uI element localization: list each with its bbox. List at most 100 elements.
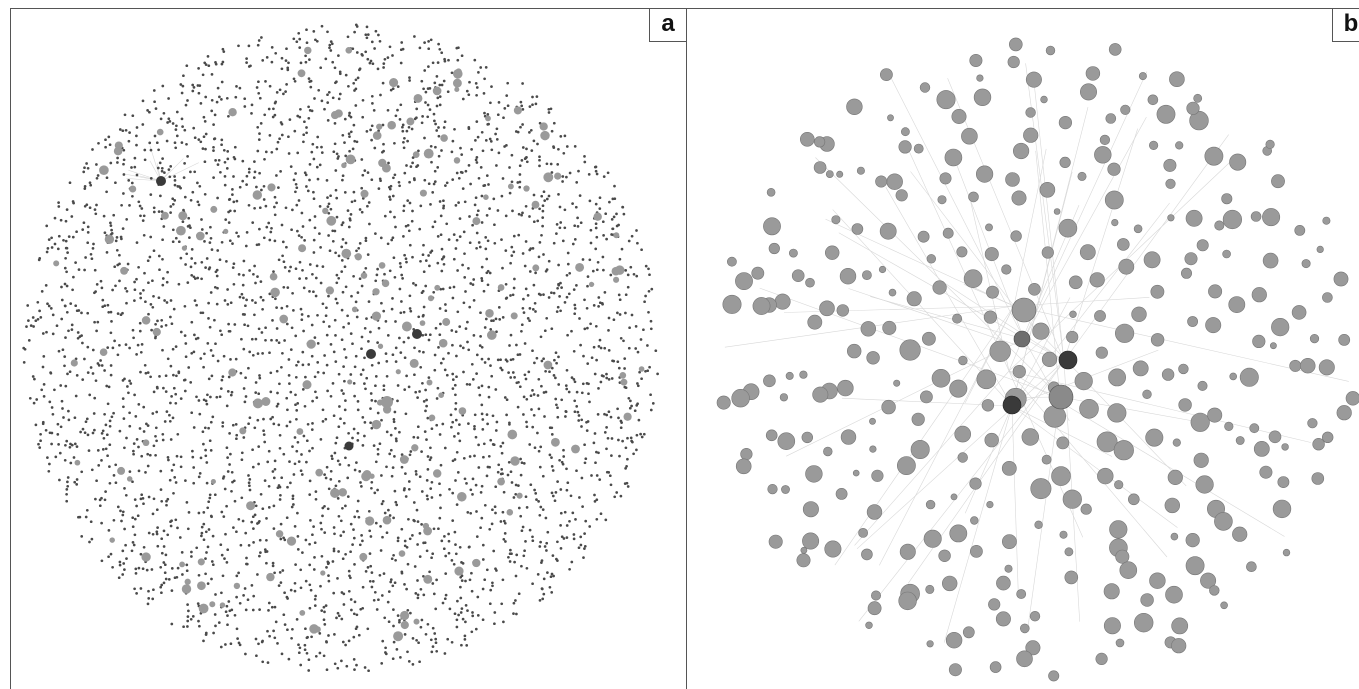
- graph-node: [555, 403, 558, 407]
- graph-node: [182, 74, 185, 78]
- graph-node: [200, 531, 204, 535]
- graph-node: [451, 139, 455, 143]
- graph-node: [570, 560, 574, 564]
- graph-node: [218, 395, 222, 399]
- graph-node: [354, 627, 358, 631]
- graph-node: [501, 441, 505, 445]
- graph-node: [768, 534, 783, 549]
- graph-node: [391, 87, 395, 91]
- graph-node: [520, 529, 524, 533]
- graph-node: [543, 199, 547, 202]
- graph-node: [304, 375, 307, 379]
- graph-node-hub: [1011, 297, 1037, 323]
- graph-node: [1200, 572, 1217, 589]
- graph-node: [1322, 216, 1331, 225]
- graph-node: [550, 426, 554, 430]
- graph-node: [486, 239, 490, 243]
- graph-node: [327, 574, 330, 577]
- graph-node: [402, 340, 406, 344]
- graph-node: [347, 84, 350, 88]
- graph-node: [533, 361, 536, 365]
- graph-node: [110, 415, 114, 419]
- graph-node: [22, 361, 26, 364]
- graph-node: [364, 266, 368, 270]
- graph-node: [376, 488, 379, 492]
- graph-node: [368, 529, 372, 533]
- graph-node: [187, 511, 191, 514]
- graph-node: [836, 170, 844, 178]
- graph-node: [284, 59, 288, 62]
- graph-node: [285, 516, 289, 520]
- graph-node: [267, 221, 271, 225]
- graph-node: [407, 336, 410, 340]
- graph-node: [220, 510, 224, 514]
- graph-node: [1103, 617, 1121, 635]
- graph-node: [59, 425, 63, 429]
- graph-node: [468, 241, 472, 245]
- graph-node: [361, 416, 365, 419]
- graph-node: [392, 516, 395, 520]
- graph-node: [486, 283, 490, 287]
- graph-node: [151, 532, 155, 536]
- graph-node: [355, 51, 359, 54]
- graph-node: [485, 413, 489, 416]
- graph-node: [95, 176, 99, 180]
- graph-node: [73, 480, 77, 484]
- graph-node: [489, 364, 492, 367]
- graph-node: [376, 267, 379, 271]
- graph-node: [319, 66, 323, 70]
- graph-node: [510, 456, 520, 466]
- graph-node: [222, 50, 226, 53]
- graph-node: [647, 267, 650, 271]
- graph-node: [237, 517, 241, 521]
- graph-node: [572, 288, 576, 291]
- graph-node: [406, 562, 410, 566]
- graph-node: [229, 358, 232, 361]
- graph-node: [106, 402, 110, 406]
- graph-node: [189, 381, 193, 384]
- graph-node: [343, 347, 346, 351]
- graph-node: [540, 233, 543, 237]
- graph-node: [544, 390, 548, 394]
- graph-node: [46, 456, 49, 459]
- graph-node: [336, 611, 340, 615]
- graph-node: [150, 328, 153, 332]
- graph-node: [299, 568, 303, 572]
- graph-node: [135, 438, 139, 441]
- graph-node: [221, 574, 225, 578]
- graph-node: [321, 420, 325, 423]
- graph-node: [406, 223, 410, 227]
- graph-node: [457, 176, 461, 180]
- graph-node: [65, 492, 68, 496]
- graph-node: [494, 429, 498, 432]
- graph-node: [394, 427, 397, 430]
- graph-node: [562, 455, 566, 458]
- graph-node: [511, 209, 514, 213]
- graph-node: [396, 108, 399, 112]
- graph-node: [279, 314, 289, 324]
- graph-node: [501, 472, 504, 476]
- graph-node: [1005, 172, 1020, 187]
- graph-node: [1336, 405, 1352, 421]
- graph-node: [212, 145, 215, 149]
- graph-node: [162, 581, 166, 585]
- graph-node: [309, 79, 313, 83]
- graph-node: [1207, 407, 1223, 423]
- graph-node: [576, 410, 580, 414]
- graph-node: [269, 371, 273, 375]
- graph-node: [1270, 342, 1277, 350]
- graph-node: [392, 624, 395, 628]
- graph-node: [169, 524, 173, 528]
- graph-node: [537, 255, 541, 259]
- graph-node: [376, 123, 383, 130]
- graph-node: [538, 158, 541, 162]
- graph-node: [632, 272, 636, 276]
- graph-node-hub: [1002, 395, 1022, 415]
- graph-node: [135, 134, 138, 138]
- graph-node: [269, 230, 273, 234]
- graph-edge: [1011, 297, 1071, 407]
- graph-node: [518, 185, 522, 189]
- graph-node: [542, 190, 546, 194]
- graph-node: [287, 152, 291, 155]
- graph-node: [118, 563, 122, 567]
